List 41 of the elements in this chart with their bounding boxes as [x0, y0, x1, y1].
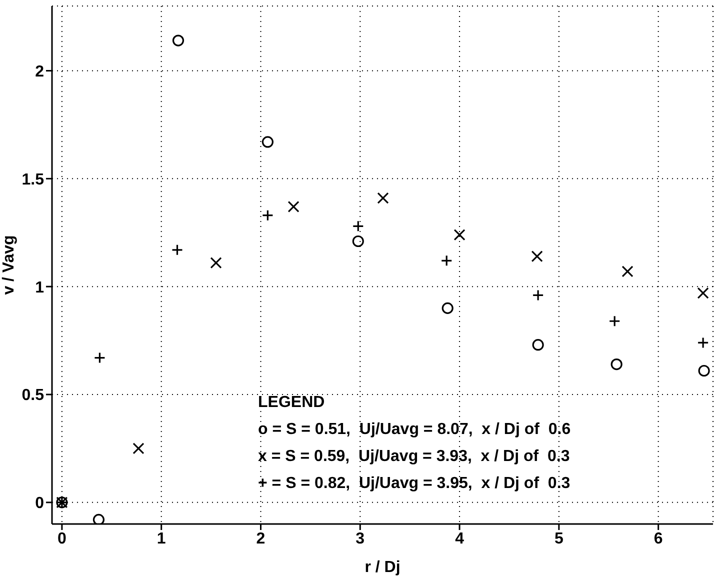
point — [697, 287, 709, 299]
point — [92, 514, 105, 524]
x-tick-label: 1 — [156, 530, 166, 548]
annotation: x = S = 0.59, Uj/Uavg = 3.93, x / Dj of 0.3 — [258, 447, 571, 467]
point — [697, 336, 709, 348]
x-tick-label: 5 — [554, 530, 564, 548]
point — [377, 192, 389, 204]
point — [288, 200, 300, 213]
y-tick-label: 1.5 — [22, 171, 44, 188]
point — [532, 339, 544, 351]
point — [608, 315, 620, 327]
x-tick-label: 0 — [57, 530, 66, 548]
point — [622, 266, 634, 278]
y-tick-label: 2 — [35, 63, 44, 80]
point — [172, 34, 184, 46]
annotation: + = S = 0.82, Uj/Uavg = 3.95, x / Dj of 0.3 — [258, 474, 571, 494]
x-tick-label: 4 — [455, 530, 464, 548]
point — [352, 235, 364, 248]
y-tick-label: 0.5 — [22, 387, 44, 404]
point — [210, 257, 222, 269]
x-tick-label: 6 — [654, 530, 663, 548]
point — [610, 358, 622, 370]
point — [262, 136, 274, 148]
point — [442, 302, 454, 314]
y-axis-title: v / Vavg — [0, 235, 18, 295]
point — [171, 244, 184, 256]
y-tick-label: 0 — [35, 495, 44, 512]
point — [531, 250, 543, 262]
x-axis-title: r / Dj — [364, 559, 400, 576]
point — [532, 289, 544, 302]
annotation: o = S = 0.51, Uj/Uavg = 8.07, x / Dj of 0.6 — [258, 420, 571, 440]
point — [132, 442, 144, 454]
point — [440, 254, 452, 266]
point — [454, 228, 466, 241]
point — [698, 364, 710, 377]
x-tick-label: 2 — [256, 530, 266, 548]
y-tick-label: 1 — [35, 279, 44, 296]
point — [94, 352, 106, 364]
point — [262, 210, 274, 222]
x-tick-label: 3 — [356, 530, 365, 548]
annotation: LEGEND — [258, 393, 326, 413]
